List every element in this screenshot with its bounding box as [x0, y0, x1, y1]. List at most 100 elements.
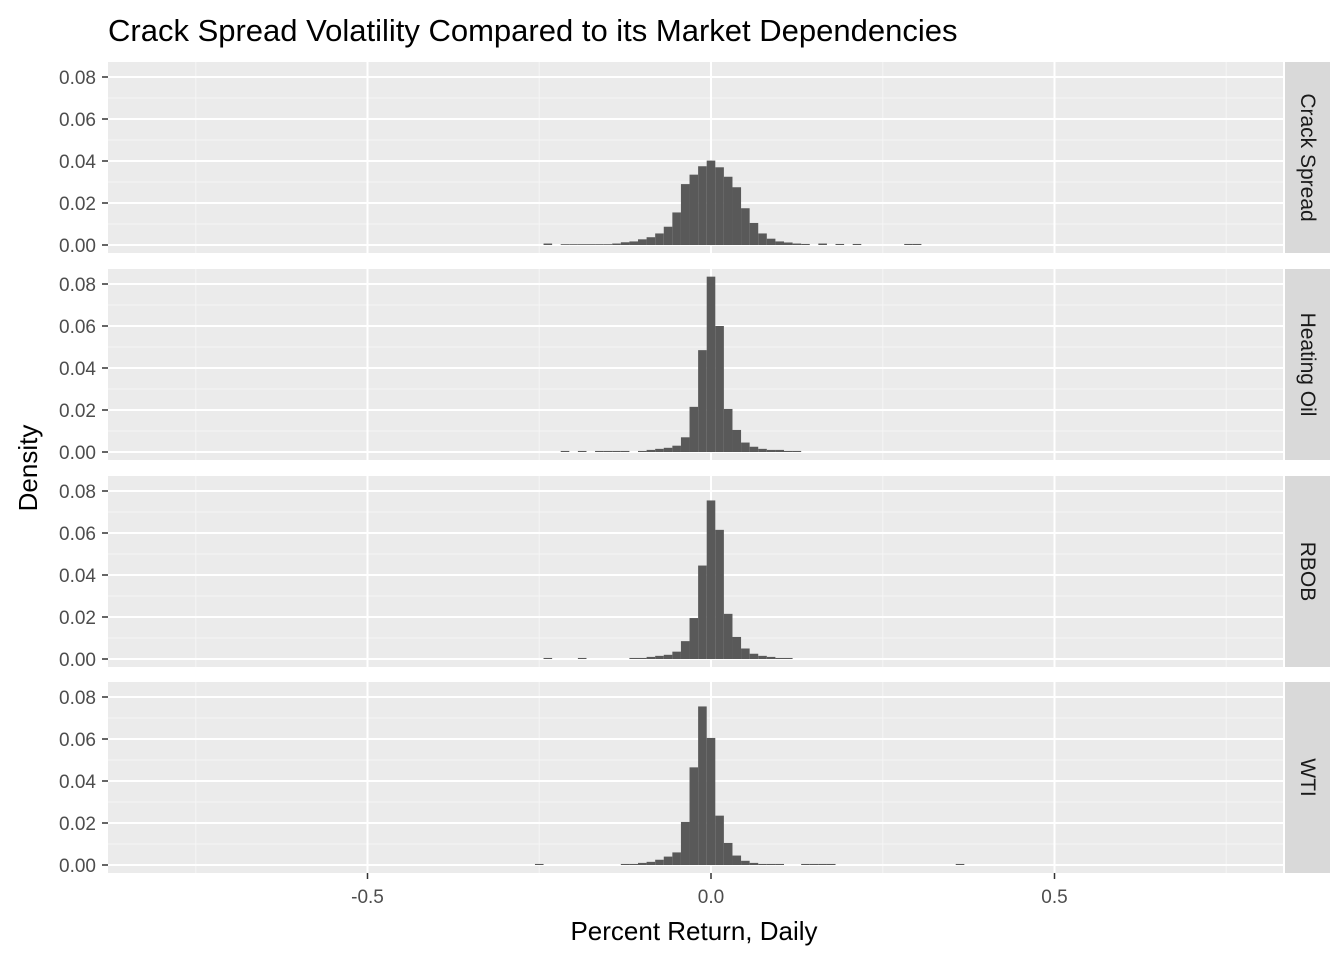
y-tick-label: 0.04	[59, 566, 96, 587]
histogram-bar	[741, 208, 750, 245]
histogram-bar	[577, 450, 587, 452]
histogram-bar	[655, 655, 664, 659]
facet-strip	[1285, 476, 1330, 667]
histogram-bar	[741, 648, 750, 659]
y-tick-label: 0.08	[59, 482, 96, 503]
facet-strip	[1285, 62, 1330, 253]
histogram-bar	[534, 863, 544, 865]
histogram-bar	[543, 657, 553, 659]
histogram-bar	[672, 212, 681, 245]
histogram-bar	[723, 176, 733, 245]
histogram-bar	[904, 243, 913, 245]
histogram-bar	[809, 863, 819, 865]
histogram-bar	[672, 445, 681, 452]
histogram-bar	[775, 863, 784, 865]
facet-strip-label: Heating Oil	[1296, 313, 1319, 417]
histogram-bar	[852, 243, 862, 245]
y-tick-label: 0.04	[59, 772, 96, 793]
histogram-bar	[638, 862, 647, 865]
histogram-bar	[620, 863, 630, 865]
histogram-bar	[766, 238, 776, 245]
y-tick-label: 0.04	[59, 359, 96, 380]
y-tick-label: 0.02	[59, 608, 96, 629]
histogram-bar	[723, 613, 733, 659]
histogram-bar	[620, 450, 630, 452]
histogram-bar	[603, 450, 613, 452]
y-tick-label: 0.02	[59, 814, 96, 835]
histogram-bar	[698, 706, 707, 865]
y-tick-label: 0.02	[59, 194, 96, 215]
histogram-bar	[715, 529, 724, 659]
histogram-bar	[715, 326, 724, 452]
histogram-bar	[689, 618, 699, 659]
histogram-bar	[783, 450, 793, 452]
histogram-bar	[715, 815, 724, 865]
y-tick-label: 0.04	[59, 152, 96, 173]
histogram-bar	[612, 450, 621, 452]
histogram-bar	[560, 244, 570, 245]
histogram-bar	[638, 657, 647, 659]
y-tick-label: 0.06	[59, 730, 96, 751]
y-tick-label: 0.08	[59, 688, 96, 709]
histogram-bar	[646, 237, 656, 245]
histogram-bar	[749, 862, 759, 865]
y-tick-label: 0.00	[59, 856, 96, 877]
histogram-bar	[689, 406, 699, 452]
histogram-bar	[723, 408, 733, 452]
histogram-bar	[629, 657, 639, 659]
histogram-bar	[749, 222, 759, 245]
histogram-bar	[732, 855, 742, 865]
histogram-bar	[783, 242, 793, 245]
histogram-bar	[680, 184, 690, 245]
y-tick-label: 0.00	[59, 650, 96, 671]
histogram-bar	[629, 241, 639, 245]
histogram-bar	[595, 244, 604, 245]
histogram-bar	[655, 448, 664, 452]
histogram-bar	[758, 655, 767, 659]
histogram-bar	[560, 450, 570, 452]
histogram-bar	[680, 641, 690, 659]
histogram-bar	[638, 239, 647, 245]
histogram-bar	[955, 863, 965, 865]
x-axis-title: Percent Return, Daily	[570, 916, 817, 946]
histogram-bar	[698, 350, 707, 452]
histogram-bar	[672, 651, 681, 659]
histogram-bar	[766, 656, 776, 659]
histogram-bar	[732, 187, 742, 245]
facet-strip	[1285, 269, 1330, 460]
histogram-bar	[663, 856, 673, 865]
histogram-bar	[801, 863, 810, 865]
facet-strip-label: RBOB	[1296, 542, 1319, 602]
histogram-bar	[672, 852, 681, 865]
y-axis-title: Density	[13, 425, 43, 512]
facet-panel: 0.00 0.02 0.04 0.06 0.08 RBOB	[59, 476, 1330, 671]
histogram-bar	[766, 863, 776, 865]
histogram-bar	[826, 863, 836, 865]
y-tick-label: 0.06	[59, 524, 96, 545]
histogram-bar	[732, 429, 742, 452]
histogram-bar	[741, 860, 750, 865]
histogram-bar	[586, 244, 596, 245]
histogram-bar	[706, 737, 716, 865]
facet-strip-label: Crack Spread	[1296, 93, 1319, 221]
histogram-bar	[758, 448, 767, 452]
facet-strip	[1285, 682, 1330, 873]
histogram-bar	[775, 657, 784, 659]
histogram-bar	[577, 657, 587, 659]
histogram-bar	[818, 243, 827, 245]
histogram-bar	[620, 242, 630, 245]
histogram-bar	[646, 656, 656, 659]
histogram-bar	[766, 449, 776, 452]
histogram-bar	[698, 565, 707, 659]
histogram-bar	[629, 863, 639, 865]
facet-panel: 0.00 0.02 0.04 0.06 0.08 Heating Oil	[59, 269, 1330, 464]
facet-panel: 0.00 0.02 0.04 0.06 0.08 Crack Spread	[59, 62, 1330, 257]
x-tick-label: -0.5	[351, 887, 384, 908]
facet-panels: 0.00 0.02 0.04 0.06 0.08 Crack Spread 0.00 0.02…	[59, 62, 1330, 877]
histogram-bar	[801, 243, 810, 245]
histogram-bar	[749, 653, 759, 659]
histogram-bar	[646, 449, 656, 452]
facet-panel: 0.00 0.02 0.04 0.06 0.08 WTI	[59, 682, 1330, 877]
histogram-bar	[706, 276, 716, 452]
